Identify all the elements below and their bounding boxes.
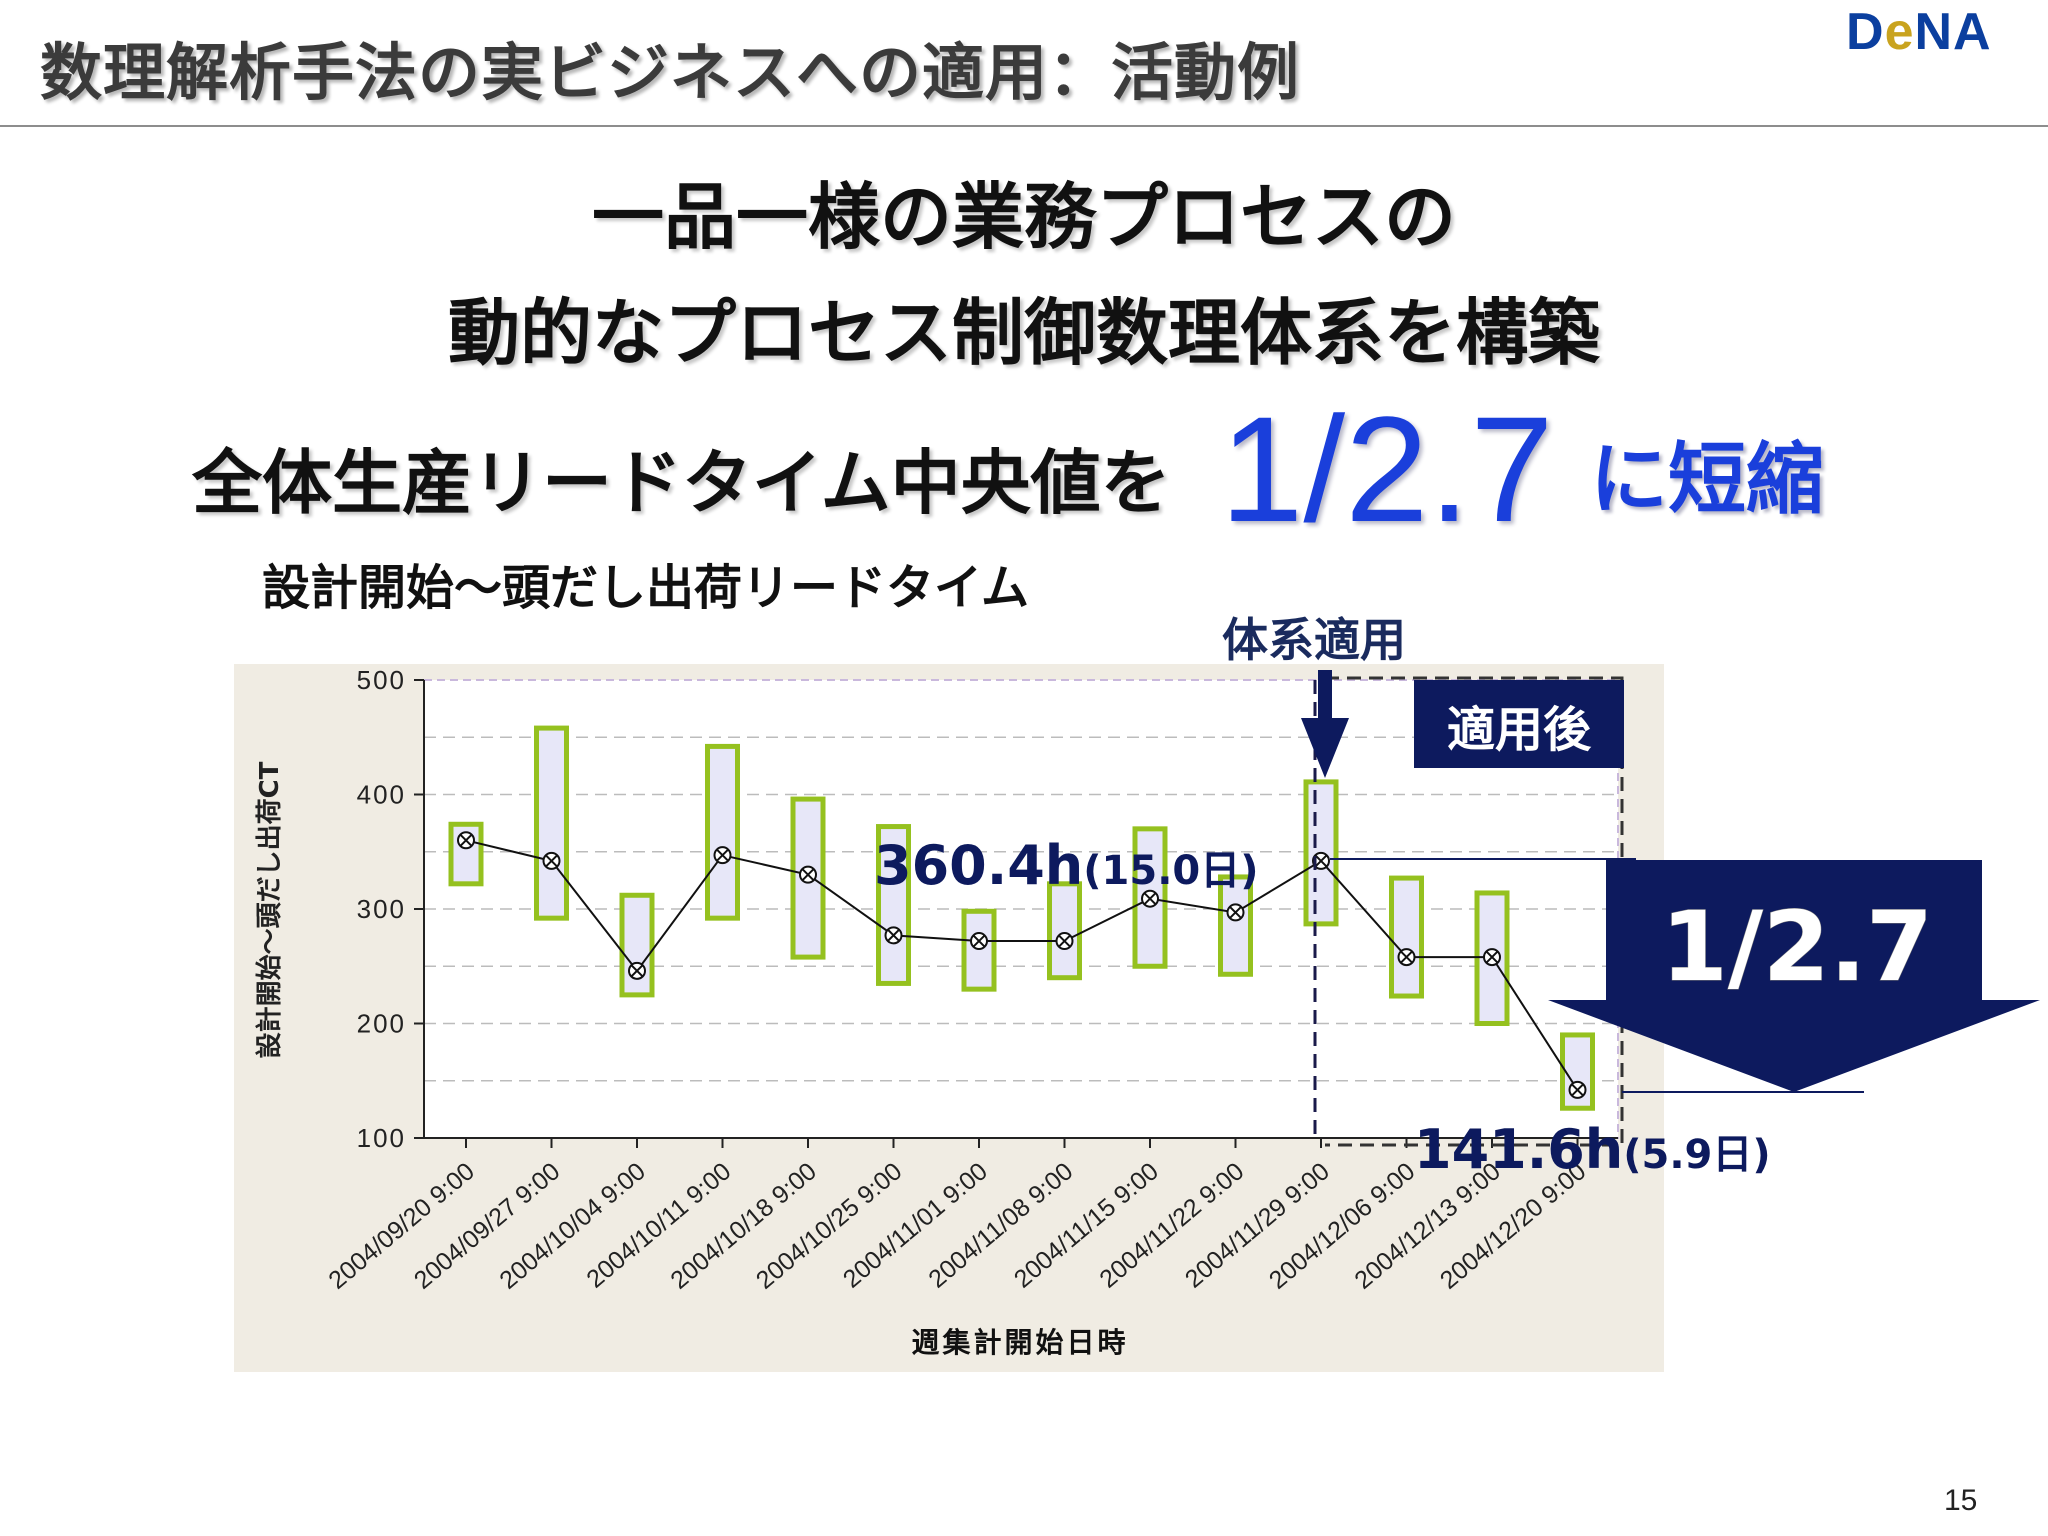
median-marker-x [1314, 854, 1328, 868]
headline-line-2: 動的なプロセス制御数理体系を構築 [447, 291, 1600, 375]
x-tick-label: 2004/09/27 9:00 [409, 1157, 565, 1295]
box-8 [1047, 881, 1082, 981]
x-tick-label: 2004/11/22 9:00 [1094, 1157, 1249, 1293]
apply-arrow-head [1301, 718, 1349, 778]
logo-letter-e: e [1884, 3, 1915, 61]
median-marker-x [1229, 906, 1242, 919]
reduction-ratio: 1/2.7 [1661, 891, 1933, 1003]
before-median-callout: 360.4h(15.0日) [874, 834, 1259, 897]
result-suffix: に短縮 [1590, 435, 1825, 525]
box-14 [1560, 1032, 1595, 1111]
y-tick-label: 100 [357, 1123, 406, 1153]
after-label-box [1414, 680, 1624, 768]
box-10 [1218, 874, 1253, 977]
x-tick-label: 2004/11/08 9:00 [923, 1157, 1078, 1293]
median-marker-x [887, 929, 900, 942]
after-median-callout: 141.6h(5.9日) [1414, 1118, 1771, 1181]
x-axis-title: 週集計開始日時 [911, 1326, 1128, 1359]
dena-logo: DeNA [1846, 2, 1992, 61]
median-marker-x [459, 834, 473, 847]
headline-line-1: 一品一様の業務プロセスの [591, 175, 1456, 259]
result-prefix: 全体生産リードタイム中央値を [192, 442, 1171, 524]
x-tick-label: 2004/11/29 9:00 [1180, 1157, 1335, 1293]
median-line [465, 839, 1579, 1091]
page-number: 15 [1944, 1484, 1978, 1517]
after-median-days: (5.9日) [1623, 1132, 1770, 1178]
x-tick-label: 2004/09/20 9:00 [323, 1157, 479, 1295]
title-divider [0, 125, 2048, 127]
after-median-value: 141.6h [1414, 1118, 1623, 1181]
box-11 [1303, 779, 1339, 927]
box-7 [961, 908, 997, 992]
x-tick-label: 2004/10/18 9:00 [665, 1157, 821, 1295]
box-1 [448, 821, 484, 887]
x-tick-label: 2004/10/11 9:00 [581, 1157, 736, 1293]
y-tick-label: 500 [357, 665, 406, 695]
x-tick-label: 2004/11/01 9:00 [838, 1157, 993, 1293]
box-2 [534, 725, 569, 921]
median-marker-x [972, 934, 986, 948]
median-marker-x [1143, 892, 1157, 905]
logo-letters-na: NA [1914, 3, 1992, 61]
apply-label: 体系適用 [1218, 604, 1410, 670]
before-median-days: (15.0日) [1083, 848, 1258, 894]
x-tick-label: 2004/10/25 9:00 [751, 1157, 907, 1295]
apply-arrow-shaft [1318, 670, 1332, 720]
after-label: 適用後 [1447, 702, 1592, 758]
median-marker-x [1571, 1083, 1584, 1097]
median-marker-x [545, 854, 558, 868]
y-tick-label: 300 [357, 894, 406, 924]
box-3 [619, 892, 655, 998]
median-marker-x [801, 868, 815, 881]
result-ratio: 1/2.7 [1220, 385, 1554, 553]
before-median-value: 360.4h [874, 834, 1083, 897]
median-marker-x [630, 964, 644, 978]
median-marker-x [1485, 950, 1499, 964]
y-tick-label: 200 [357, 1009, 406, 1039]
box-6 [876, 824, 911, 986]
y-tick-label: 400 [357, 780, 406, 810]
median-marker-x [1058, 934, 1071, 948]
box-12 [1389, 875, 1424, 999]
x-tick-label: 2004/12/06 9:00 [1264, 1157, 1420, 1295]
median-marker-x [1400, 950, 1413, 964]
box-4 [705, 743, 740, 921]
chart-title: 設計開始～頭だし出荷リードタイム [262, 560, 1030, 616]
slide-title: 数理解析手法の実ビジネスへの適用：活動例 [40, 36, 1301, 109]
x-tick-label: 2004/10/04 9:00 [494, 1157, 650, 1295]
x-tick-label: 2004/11/15 9:00 [1009, 1157, 1164, 1293]
logo-letter-d: D [1846, 3, 1885, 61]
median-marker-x [716, 848, 729, 862]
reduction-arrow [1548, 860, 2040, 1092]
y-axis-title: 設計開始～頭だし出荷CT [254, 761, 285, 1058]
